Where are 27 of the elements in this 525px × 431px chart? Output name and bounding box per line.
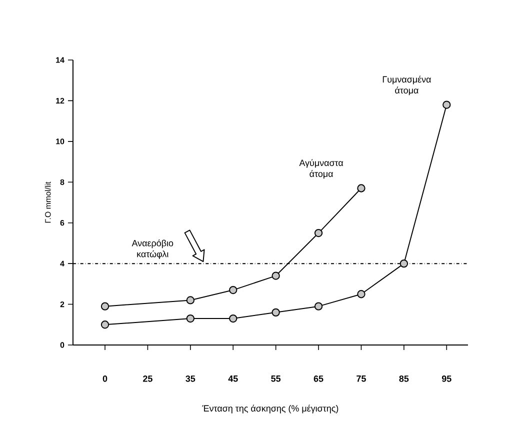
x-tick-label: 75	[356, 376, 366, 382]
point	[186, 314, 194, 323]
point	[186, 296, 194, 304]
x-tick-label: 45	[228, 376, 238, 382]
x-tick-label: 95	[442, 376, 452, 382]
point	[272, 272, 280, 280]
point	[314, 228, 323, 238]
point	[357, 184, 366, 192]
x-tick-label: 85	[399, 376, 409, 382]
point	[400, 259, 408, 268]
x-tick-label: 55	[271, 376, 281, 382]
point	[357, 290, 366, 298]
x-tick-label: 65	[314, 376, 324, 382]
point	[100, 302, 110, 310]
point	[229, 314, 238, 323]
ref-line-label: Αναερόβιο κατώφλι	[132, 239, 174, 260]
point	[100, 320, 110, 329]
point	[442, 100, 451, 109]
x-tick-label: 35	[186, 376, 196, 382]
point	[272, 308, 280, 317]
point	[314, 302, 323, 310]
x-tick-label: 0	[102, 376, 108, 382]
series-label: Αγύμναστα άτομα	[299, 159, 344, 179]
x-axis-title: Ένταση της άσκησης (% μέγιστης)	[202, 404, 338, 414]
point	[229, 286, 238, 294]
series-label: Γυμνασμένα άτομα	[382, 76, 431, 96]
x-tick-label: 25	[143, 376, 152, 382]
